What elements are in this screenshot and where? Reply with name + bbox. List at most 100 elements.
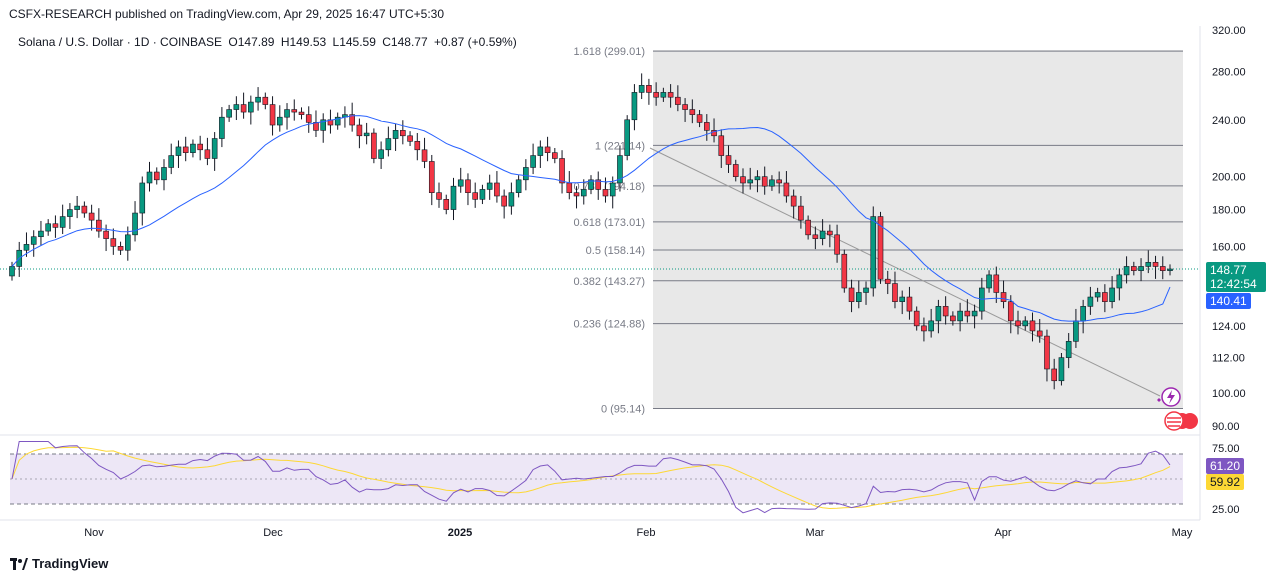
candle-body [725,155,732,165]
candle-body [638,85,645,93]
publisher-header: CSFX-RESEARCH published on TradingView.c… [9,7,445,21]
candle-body [450,185,457,210]
candle-body [479,189,486,200]
candle-body [117,246,124,251]
time-tick-label: May [1172,527,1193,539]
candle-body [617,155,623,184]
rsi-ma-badge: 59.92 [1206,474,1245,490]
candle-body [783,182,790,197]
candle-body [132,212,138,236]
candle-body [276,116,283,126]
candle-body [559,158,565,184]
candle-body [805,219,811,236]
candle-body [588,179,594,190]
candle-body [23,244,30,251]
candle-body [392,130,399,139]
candle-body [1094,292,1101,298]
tradingview-logo-icon [10,557,28,570]
time-tick-label: Feb [637,527,656,539]
fib-level-label: 0.382 (143.27) [573,276,645,288]
candle-body [675,96,681,105]
legend-high: H149.53 [280,35,327,49]
candle-body [385,138,392,151]
candle-body [834,234,840,255]
candle-body [197,143,203,151]
price-tick-label: 124.00 [1212,321,1246,333]
candle-body [653,92,659,98]
rsi-tick-upper: 75.00 [1212,443,1240,455]
candle-body [1159,266,1166,271]
candle-body [320,119,327,131]
candle-body [552,152,558,159]
symbol-legend: Solana / U.S. Dollar · 1D · COINBASE O14… [18,35,520,49]
candle-body [233,104,240,110]
candle-body [103,230,109,239]
trend-line [649,147,1161,397]
candle-body [761,176,768,187]
candle-body [602,189,609,197]
candle-body [327,119,334,126]
candle-body [682,104,688,110]
candle-body [414,141,421,151]
candle-body [877,216,884,280]
candle-body [334,116,341,126]
candle-body [153,171,160,181]
time-axis[interactable]: Nov Dec 2025 Feb Mar Apr May [84,527,1193,539]
candle-body [501,195,507,207]
candle-body [74,205,80,210]
fib-level-label: 1.618 (299.01) [573,46,645,58]
candle-body [1138,266,1144,271]
last-price-value: 148.77 [1210,263,1247,277]
candle-body [305,114,312,123]
price-axis[interactable]: 320.00 280.00 240.00 200.00 180.00 160.00 124.… [1212,25,1246,433]
candle-body [378,149,384,159]
candle-body [182,146,189,153]
candle-body [740,176,746,184]
price-tick-label: 240.00 [1212,115,1246,127]
candle-body [790,195,797,207]
candle-body [45,223,51,232]
candle-body [580,189,587,197]
candle-body [732,164,739,177]
candle-body [161,167,167,181]
rsi-value-badge: 61.20 [1206,458,1245,474]
candle-body [96,219,102,232]
candle-body [942,306,949,317]
candle-body [248,101,254,113]
candle-body [67,209,73,217]
last-price-badge: 148.77 12:42:54 [1206,262,1266,292]
candle-body [646,85,652,93]
candle-body [59,216,66,228]
candle-body [125,234,131,251]
candle-body [190,143,196,153]
candle-body [696,114,703,123]
legend-open: O147.89 [228,35,275,49]
candle-body [747,179,754,184]
candle-body [827,230,833,236]
candle-body [1131,266,1137,271]
time-tick-label: Mar [806,527,825,539]
price-tick-label: 160.00 [1212,241,1246,253]
candle-body [88,212,95,221]
us-flag-events-icon[interactable] [1164,411,1198,431]
tradingview-brand: TradingView [32,556,109,571]
candle-body [407,135,413,142]
candle-body [530,155,536,168]
candle-body [465,179,471,193]
candle-body [812,234,819,239]
candle-body [349,114,355,126]
price-tick-label: 320.00 [1212,25,1246,37]
candle-body [371,132,377,159]
candle-body [935,306,942,322]
moving-average-line [11,115,1171,322]
candle-body [494,182,500,197]
candle-body [146,171,153,184]
candle-body [986,274,992,289]
candle-body [298,111,305,115]
price-tick-label: 200.00 [1212,172,1246,184]
candle-body [971,310,978,317]
tradingview-footer[interactable]: TradingView [10,556,108,571]
lightning-icon[interactable] [1157,387,1181,407]
candle-body [595,179,602,190]
